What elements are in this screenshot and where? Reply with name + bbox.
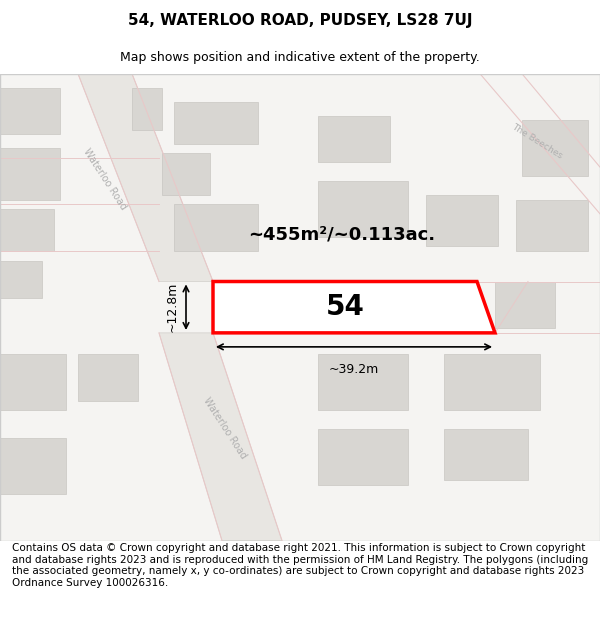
Polygon shape [426,195,498,246]
Polygon shape [522,121,588,176]
Polygon shape [0,438,66,494]
Polygon shape [0,354,66,410]
Polygon shape [0,149,60,200]
Polygon shape [78,74,213,281]
Text: Waterloo Road: Waterloo Road [202,396,248,461]
Polygon shape [0,88,60,134]
Polygon shape [0,261,42,298]
Text: ~12.8m: ~12.8m [166,282,179,332]
Text: ~455m²/~0.113ac.: ~455m²/~0.113ac. [248,226,436,244]
Polygon shape [444,429,528,480]
Polygon shape [174,204,258,251]
Text: 54: 54 [326,293,364,321]
Polygon shape [162,153,210,195]
Text: ~39.2m: ~39.2m [329,363,379,376]
Text: 54, WATERLOO ROAD, PUDSEY, LS28 7UJ: 54, WATERLOO ROAD, PUDSEY, LS28 7UJ [128,13,472,28]
Polygon shape [318,116,390,162]
Polygon shape [213,281,495,333]
Polygon shape [318,429,408,484]
Text: The Beeches: The Beeches [510,122,564,161]
Polygon shape [516,200,588,251]
Polygon shape [132,88,162,130]
Text: Map shows position and indicative extent of the property.: Map shows position and indicative extent… [120,51,480,64]
Polygon shape [318,354,408,410]
Polygon shape [78,354,138,401]
Polygon shape [0,209,54,251]
Text: Contains OS data © Crown copyright and database right 2021. This information is : Contains OS data © Crown copyright and d… [12,543,588,588]
Polygon shape [318,181,408,237]
Polygon shape [495,281,555,328]
Text: Waterloo Road: Waterloo Road [82,146,128,211]
Polygon shape [444,354,540,410]
Polygon shape [174,102,258,144]
Polygon shape [264,292,372,322]
Polygon shape [159,333,282,541]
